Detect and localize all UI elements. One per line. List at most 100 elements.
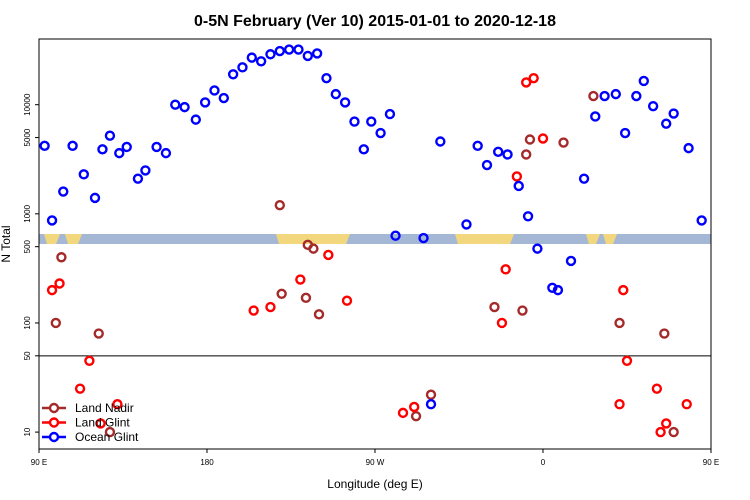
y-tick-label: 5000 — [23, 128, 32, 146]
data-point — [390, 230, 401, 241]
data-point — [89, 192, 101, 204]
data-point — [547, 282, 558, 294]
world-map-band — [39, 234, 711, 244]
data-point — [341, 295, 353, 306]
data-point — [366, 116, 377, 127]
data-point — [160, 147, 172, 159]
data-point — [97, 144, 108, 155]
data-point — [218, 92, 230, 104]
data-point — [375, 127, 386, 139]
land-shape — [586, 234, 600, 244]
data-point — [132, 173, 144, 184]
data-point — [502, 149, 513, 160]
data-point — [313, 309, 325, 320]
data-point — [655, 426, 666, 438]
data-point — [349, 116, 360, 127]
data-point — [46, 215, 58, 226]
data-point — [532, 243, 543, 254]
data-point — [227, 69, 239, 80]
y-axis-label: N Total — [0, 225, 13, 262]
data-point — [481, 159, 493, 171]
x-axis-label: Longitude (deg E) — [327, 477, 422, 491]
data-point — [358, 144, 369, 155]
data-point — [619, 127, 631, 139]
data-point — [121, 141, 132, 153]
data-point — [565, 255, 577, 267]
y-tick-label: 100 — [23, 316, 32, 330]
data-point — [140, 165, 151, 176]
y-tick-label: 500 — [23, 239, 32, 253]
data-point — [683, 142, 694, 154]
land-shape — [44, 234, 60, 244]
ocean-band — [39, 234, 711, 244]
data-point — [517, 305, 528, 316]
data-point — [54, 278, 65, 289]
data-point — [274, 199, 285, 211]
data-point — [56, 252, 67, 263]
data-point — [74, 383, 86, 394]
data-point — [631, 90, 642, 102]
data-point — [46, 284, 58, 296]
data-point — [58, 186, 69, 197]
data-point — [668, 108, 679, 119]
data-point — [384, 108, 396, 120]
x-tick-label: 90 E — [703, 458, 719, 467]
data-point — [614, 399, 625, 410]
data-point — [472, 140, 483, 152]
data-point — [151, 141, 162, 153]
data-point — [638, 75, 649, 87]
data-point — [493, 146, 504, 158]
data-point — [681, 399, 692, 410]
legend-label: Land Nadir — [75, 401, 134, 415]
data-point — [246, 52, 258, 63]
data-point — [170, 99, 181, 110]
data-point — [255, 56, 267, 67]
data-point — [610, 88, 621, 100]
data-point — [179, 101, 190, 113]
data-point — [95, 418, 106, 429]
data-point — [524, 134, 536, 145]
data-point — [311, 48, 323, 59]
land-shape — [603, 234, 617, 244]
data-point — [323, 249, 334, 261]
y-tick-label: 10000 — [23, 93, 32, 116]
data-point — [621, 355, 633, 367]
data-point — [425, 389, 437, 400]
data-point — [274, 45, 285, 57]
data-point — [425, 399, 437, 410]
data-point — [199, 97, 211, 108]
data-point — [50, 317, 61, 329]
data-point — [513, 180, 524, 192]
data-point — [339, 97, 351, 108]
data-point — [112, 399, 123, 410]
legend-marker — [48, 417, 60, 428]
data-point — [496, 317, 508, 329]
data-point — [39, 140, 50, 152]
data-point — [104, 426, 116, 438]
data-point — [435, 136, 446, 147]
data-point — [599, 90, 610, 102]
data-point — [114, 147, 125, 159]
data-point — [661, 118, 672, 129]
data-point — [93, 328, 104, 339]
data-point — [461, 219, 472, 230]
chart-title: 0-5N February (Ver 10) 2015-01-01 to 202… — [194, 13, 556, 30]
y-tick-label: 1000 — [23, 204, 32, 222]
data-point — [661, 418, 672, 429]
x-tick-label: 0 — [541, 458, 546, 467]
data-point — [418, 232, 429, 244]
data-point — [190, 114, 202, 125]
plot-frame — [38, 38, 712, 450]
data-point — [489, 301, 500, 313]
data-point — [647, 100, 659, 112]
data-point — [522, 211, 534, 222]
data-point — [300, 292, 312, 304]
land-shape — [65, 234, 82, 244]
data-point — [618, 284, 629, 296]
data-point — [321, 72, 332, 84]
data-point — [521, 149, 532, 160]
x-tick-label: 90 E — [31, 458, 47, 467]
data-point — [521, 77, 532, 88]
